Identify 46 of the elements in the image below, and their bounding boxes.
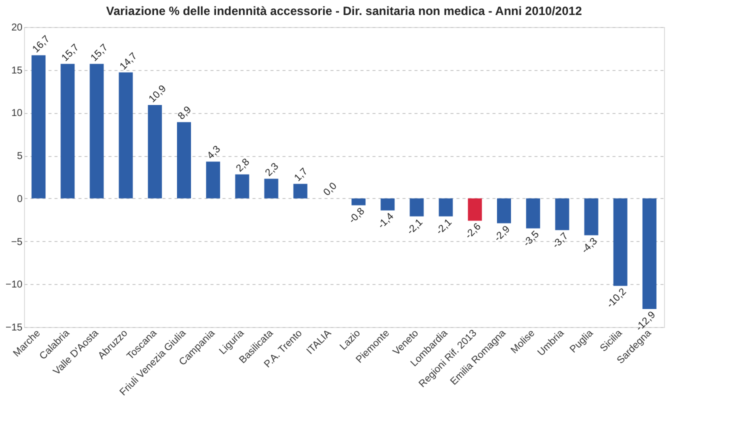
bar [90,64,104,198]
bar [177,122,191,198]
data-label: 8,9 [176,104,194,122]
bar [148,105,162,198]
chart-title: Variazione % delle indennità accessorie - Dir. sanitaria non medica - Anni 2010/2012 [106,4,582,18]
data-label: -2,9 [492,224,513,244]
bar [206,162,220,198]
data-label: -2,6 [463,221,484,242]
bar [526,198,540,228]
data-label: 0,0 [322,180,340,198]
data-label: -0,8 [347,206,368,226]
bar [584,198,598,236]
y-tick-label: 10 [11,108,23,120]
bar [555,198,570,230]
bar [438,198,453,216]
bar [60,64,75,198]
data-label: -3,7 [550,230,571,251]
data-label: 2,3 [263,160,282,179]
y-tick-label: 0 [16,194,23,205]
bar [235,174,250,198]
data-label: 4,3 [205,144,224,162]
bar [410,198,424,216]
y-tick-label: 5 [16,151,23,162]
bar [613,198,628,286]
data-label: -1,4 [376,210,396,232]
bar [642,198,656,309]
data-label: -2,1 [405,216,426,238]
bar [380,198,395,210]
bar [352,198,366,206]
bar [293,184,308,198]
bar [468,198,482,221]
y-tick-label: −10 [6,280,23,291]
bar [118,72,133,198]
y-tick-label: −15 [6,322,23,334]
data-label: -4,3 [580,236,600,256]
data-label: 10,9 [147,83,169,105]
data-label: 2,8 [234,156,252,174]
y-tick-label: 15 [11,65,23,76]
y-tick-label: 20 [11,22,23,34]
data-label: -3,5 [522,228,542,250]
bar [32,55,46,198]
data-label: 1,7 [292,166,311,184]
y-tick-label: −5 [11,236,23,248]
bar [497,198,511,224]
bar [264,178,278,198]
data-label: -2,1 [434,216,455,238]
